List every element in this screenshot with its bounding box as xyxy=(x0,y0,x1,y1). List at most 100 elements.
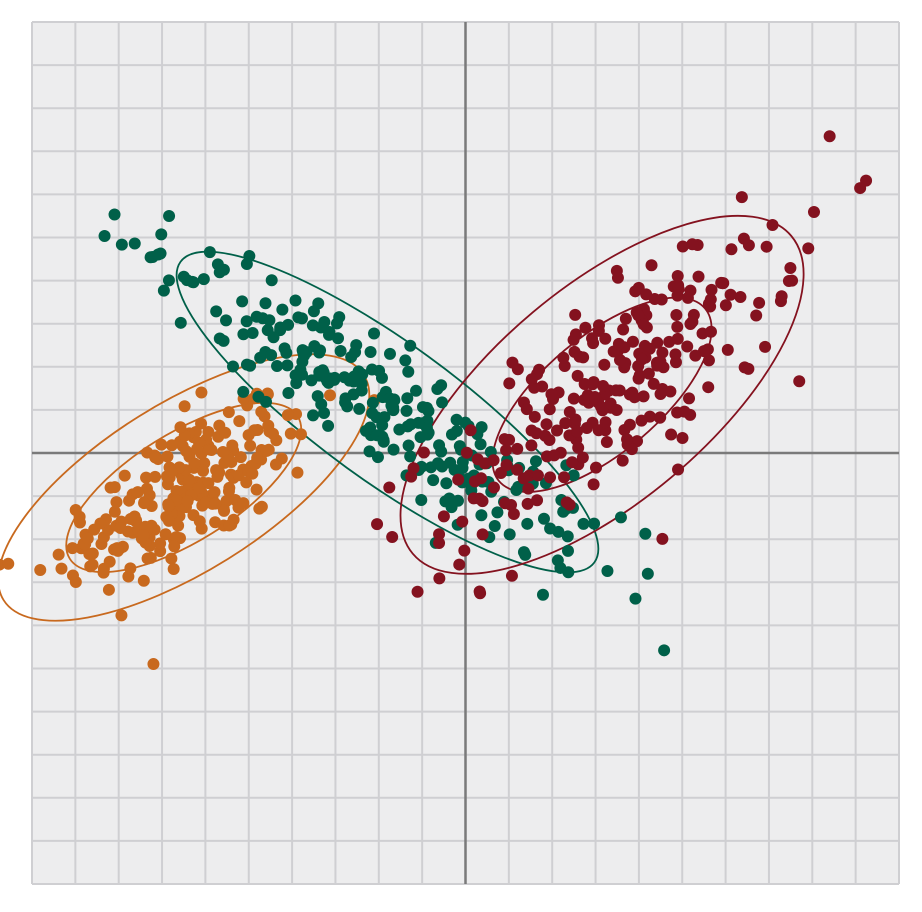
data-point xyxy=(114,521,127,534)
data-point xyxy=(348,370,361,383)
data-point xyxy=(149,470,162,483)
data-point xyxy=(610,404,623,417)
data-point xyxy=(623,418,636,431)
data-point xyxy=(415,494,428,507)
data-point xyxy=(363,445,376,458)
data-point xyxy=(118,469,131,482)
data-point xyxy=(157,284,170,297)
data-point xyxy=(475,509,488,522)
data-point xyxy=(102,583,115,596)
data-point xyxy=(154,537,167,550)
data-point xyxy=(55,562,68,575)
data-point xyxy=(263,314,276,327)
data-point xyxy=(478,457,491,470)
data-point xyxy=(213,419,226,432)
data-point xyxy=(203,246,216,259)
data-point xyxy=(571,369,584,382)
data-point xyxy=(503,433,516,446)
data-point xyxy=(227,360,240,373)
data-point xyxy=(209,497,222,510)
data-point xyxy=(69,503,82,516)
data-point xyxy=(222,406,235,419)
data-point xyxy=(453,558,466,571)
data-point xyxy=(786,274,799,287)
data-point xyxy=(217,334,230,347)
data-point xyxy=(223,519,236,532)
data-point xyxy=(579,321,592,334)
data-point xyxy=(569,328,582,341)
data-point xyxy=(200,496,213,509)
data-point xyxy=(544,471,557,484)
data-point xyxy=(178,400,191,413)
data-point xyxy=(193,515,206,528)
data-point xyxy=(548,449,561,462)
data-point xyxy=(177,270,190,283)
data-point xyxy=(124,513,137,526)
data-point xyxy=(34,564,47,577)
data-point xyxy=(371,518,384,531)
data-point xyxy=(655,293,668,306)
data-point xyxy=(724,288,737,301)
data-point xyxy=(433,572,446,585)
data-point xyxy=(373,364,386,377)
data-point xyxy=(209,516,222,529)
data-point xyxy=(543,403,556,416)
data-point xyxy=(467,492,480,505)
data-point xyxy=(307,409,320,422)
data-point xyxy=(491,506,504,519)
data-point xyxy=(614,511,627,524)
data-point xyxy=(291,466,304,479)
data-point xyxy=(393,423,406,436)
data-point xyxy=(705,283,718,296)
data-point xyxy=(290,377,303,390)
data-point xyxy=(609,384,622,397)
data-point xyxy=(551,424,564,437)
data-point xyxy=(689,349,702,362)
data-point xyxy=(414,431,427,444)
data-point xyxy=(536,588,549,601)
data-point xyxy=(784,262,797,275)
data-point xyxy=(383,481,396,494)
data-points xyxy=(0,130,873,671)
data-point xyxy=(766,218,779,231)
data-point xyxy=(613,354,626,367)
data-point xyxy=(520,403,533,416)
data-point xyxy=(333,311,346,324)
data-point xyxy=(108,481,121,494)
data-point xyxy=(676,240,689,253)
data-point xyxy=(807,205,820,218)
data-point xyxy=(633,369,646,382)
data-point xyxy=(500,459,513,472)
data-point xyxy=(162,274,175,287)
data-point xyxy=(399,354,412,367)
data-point xyxy=(452,473,465,486)
data-point xyxy=(540,418,553,431)
data-point xyxy=(191,442,204,455)
data-point xyxy=(576,451,589,464)
data-point xyxy=(355,384,368,397)
data-point xyxy=(377,434,390,447)
data-point xyxy=(162,514,175,527)
data-point xyxy=(654,388,667,401)
data-point xyxy=(404,418,417,431)
data-point xyxy=(252,390,265,403)
data-point xyxy=(503,528,516,541)
data-point xyxy=(111,544,124,557)
data-point xyxy=(167,562,180,575)
data-point xyxy=(205,443,218,456)
data-point xyxy=(115,238,128,251)
data-point xyxy=(411,585,424,598)
data-point xyxy=(702,354,715,367)
data-point xyxy=(108,208,121,221)
data-point xyxy=(387,443,400,456)
data-point xyxy=(152,248,165,261)
data-point xyxy=(402,365,415,378)
data-point xyxy=(632,309,645,322)
confidence-ellipse xyxy=(175,250,600,574)
data-point xyxy=(295,312,308,325)
data-point xyxy=(282,318,295,331)
data-point xyxy=(246,467,259,480)
data-point xyxy=(592,319,605,332)
data-point xyxy=(181,495,194,508)
data-point xyxy=(525,439,538,452)
